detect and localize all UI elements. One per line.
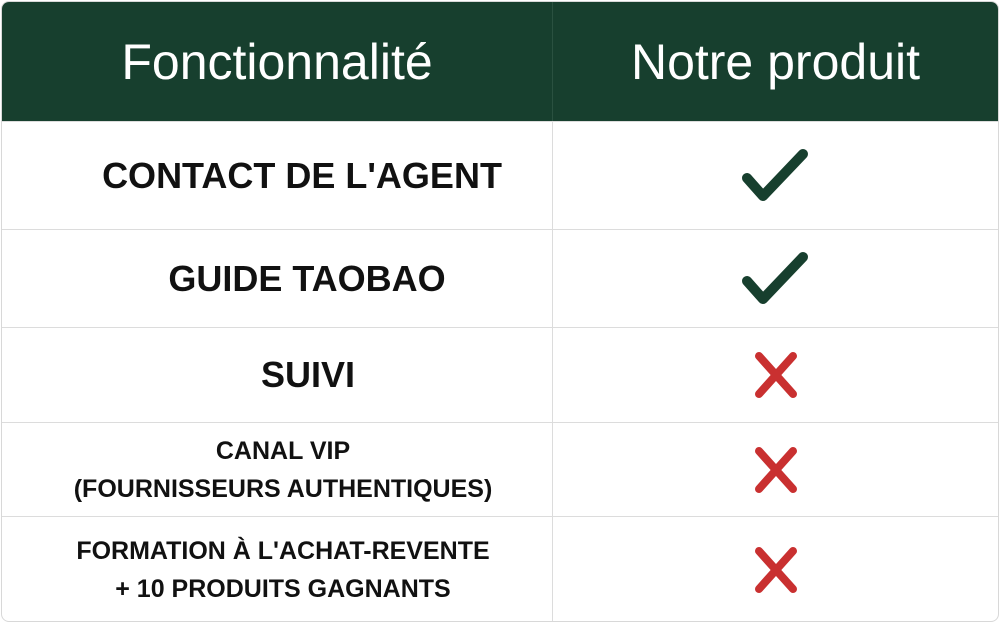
table-row: CANAL VIP (FOURNISSEURS AUTHENTIQUES) — [2, 422, 998, 516]
feature-cell: GUIDE TAOBAO — [2, 230, 553, 327]
table-header: Fonctionnalité Notre produit — [2, 2, 998, 122]
status-cell — [553, 230, 998, 327]
feature-label: CONTACT DE L'AGENT — [102, 154, 502, 196]
status-cell — [553, 122, 998, 229]
feature-cell: SUIVI — [2, 328, 553, 422]
cross-icon — [754, 546, 797, 593]
header-product: Notre produit — [630, 34, 921, 90]
table-row: CONTACT DE L'AGENT — [2, 121, 998, 229]
feature-cell: FORMATION À L'ACHAT-REVENTE + 10 PRODUIT… — [2, 517, 553, 621]
table-row: GUIDE TAOBAO — [2, 229, 998, 327]
status-cell — [553, 423, 998, 516]
feature-label: GUIDE TAOBAO — [168, 257, 446, 299]
feature-label: CANAL VIP (FOURNISSEURS AUTHENTIQUES) — [73, 436, 493, 503]
table-row: SUIVI — [2, 327, 998, 422]
check-icon — [741, 148, 808, 201]
status-cell — [553, 328, 998, 422]
feature-cell: CONTACT DE L'AGENT — [2, 122, 553, 229]
cross-icon — [754, 352, 797, 398]
feature-cell: CANAL VIP (FOURNISSEURS AUTHENTIQUES) — [2, 423, 553, 516]
feature-label: SUIVI — [260, 354, 356, 395]
table-row: FORMATION À L'ACHAT-REVENTE + 10 PRODUIT… — [2, 516, 998, 621]
cross-icon — [754, 446, 797, 493]
header-feature: Fonctionnalité — [2, 2, 553, 122]
feature-label: FORMATION À L'ACHAT-REVENTE + 10 PRODUIT… — [76, 536, 490, 603]
check-icon — [741, 251, 808, 304]
status-cell — [553, 517, 998, 621]
